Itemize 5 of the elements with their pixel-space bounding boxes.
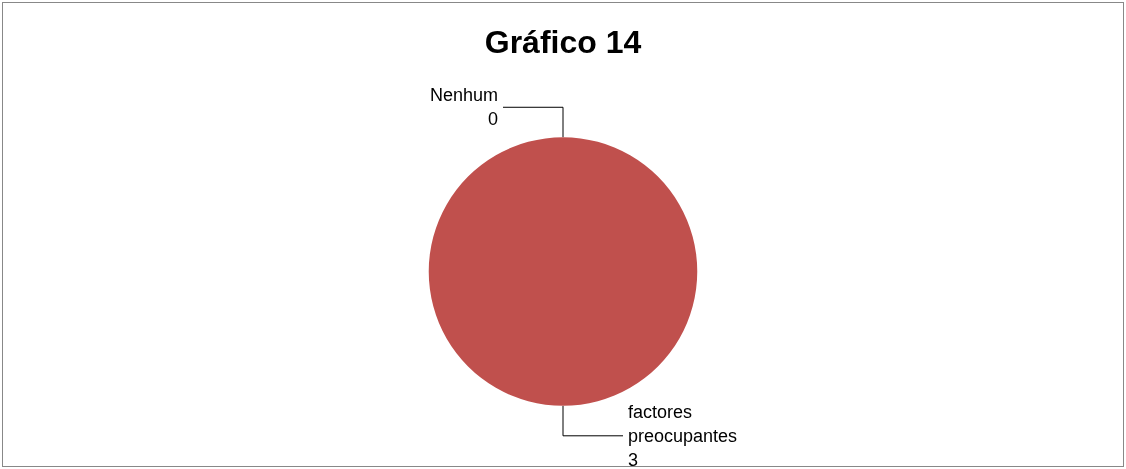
text: 0 [487, 109, 498, 130]
category-label: Nenhum [429, 85, 498, 106]
slice-label: factores preocupantes [628, 401, 738, 446]
chart-title: Gráfico 14 [484, 24, 642, 60]
data-label: 3 [628, 449, 639, 469]
